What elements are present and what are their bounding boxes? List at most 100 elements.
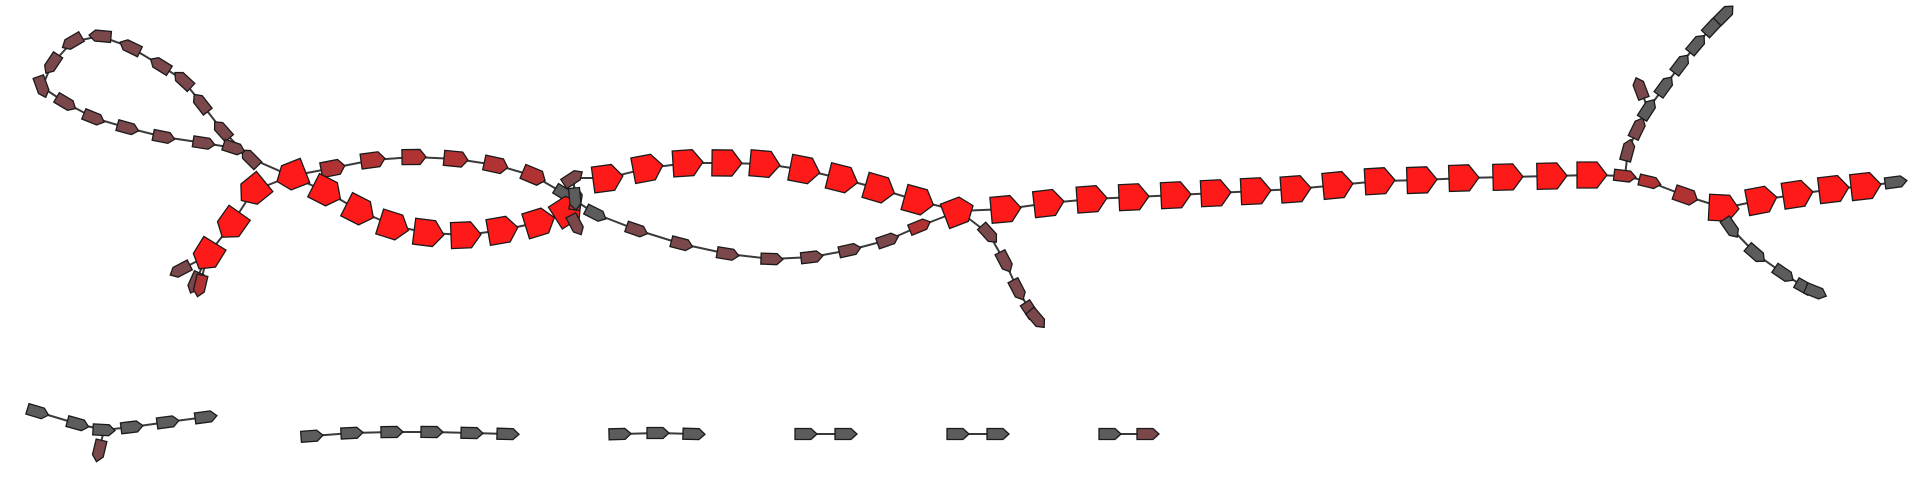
fragment-2c-contig-node[interactable] — [1136, 427, 1160, 441]
main-graph-contig-node[interactable] — [1007, 276, 1028, 303]
main-graph-contig-node[interactable] — [989, 194, 1022, 224]
main-graph-contig-node[interactable] — [1619, 138, 1636, 163]
main-graph-contig-node[interactable] — [837, 242, 862, 259]
fragment-3-contig-node[interactable] — [646, 426, 670, 440]
main-graph-contig-node[interactable] — [715, 246, 740, 261]
main-graph-contig-node[interactable] — [748, 149, 781, 179]
fragment-2a-contig-node[interactable] — [794, 427, 818, 441]
main-graph-contig-node[interactable] — [1816, 174, 1851, 205]
main-graph-contig-node[interactable] — [52, 91, 79, 114]
main-graph-contig-node[interactable] — [1363, 167, 1396, 196]
main-graph-contig-node[interactable] — [623, 220, 649, 239]
main-graph-contig-node[interactable] — [1707, 193, 1740, 222]
main-graph-contig-node[interactable] — [339, 191, 380, 230]
main-graph-contig-node[interactable] — [1447, 164, 1480, 193]
main-graph-contig-node[interactable] — [442, 149, 469, 168]
fragment-y-contig-node[interactable] — [119, 420, 144, 435]
main-graph-contig-node[interactable] — [1576, 161, 1608, 189]
main-graph-contig-node[interactable] — [1627, 116, 1648, 142]
fragment-long-contig-node[interactable] — [420, 425, 444, 439]
main-graph-contig-node[interactable] — [1024, 306, 1049, 331]
fragment-y-contig-node[interactable] — [25, 402, 50, 421]
main-graph-contig-node[interactable] — [1075, 185, 1108, 214]
main-graph-contig-node[interactable] — [1719, 214, 1742, 240]
fragment-2c-contig-node[interactable] — [1098, 427, 1122, 441]
main-graph-contig-node[interactable] — [1712, 2, 1736, 27]
fragment-long-contig-node[interactable] — [460, 426, 484, 440]
main-graph-contig-node[interactable] — [669, 235, 694, 252]
main-graph-contig-node[interactable] — [221, 138, 246, 156]
main-graph-contig-node[interactable] — [211, 118, 235, 143]
main-graph-contig-node[interactable] — [32, 73, 51, 99]
fragment-y-contig-node[interactable] — [92, 423, 116, 437]
main-graph-contig-node[interactable] — [1883, 175, 1908, 190]
main-graph-contig-node[interactable] — [1744, 184, 1779, 217]
main-graph-contig-node[interactable] — [559, 167, 585, 190]
main-graph-contig-node[interactable] — [1848, 171, 1883, 202]
main-graph-contig-node[interactable] — [233, 170, 274, 210]
main-graph-contig-node[interactable] — [582, 203, 609, 224]
main-graph-contig-node[interactable] — [787, 153, 822, 185]
fragment-y-contig-node[interactable] — [65, 415, 90, 432]
fragment-y-contig-node[interactable] — [193, 410, 218, 425]
main-graph-contig-node[interactable] — [1684, 32, 1709, 57]
main-graph-contig-node[interactable] — [1671, 184, 1700, 207]
main-graph-contig-node[interactable] — [1321, 170, 1354, 201]
main-graph-contig-node[interactable] — [272, 157, 311, 193]
main-graph-contig-node[interactable] — [861, 171, 898, 205]
main-graph-contig-node[interactable] — [1117, 183, 1150, 212]
main-graph-contig-node[interactable] — [906, 217, 933, 237]
main-graph-contig-node[interactable] — [411, 217, 446, 248]
main-graph-contig-node[interactable] — [824, 161, 860, 196]
fragment-long-contig-node[interactable] — [380, 425, 404, 439]
main-graph-contig-node[interactable] — [115, 119, 140, 136]
main-graph-contig-node[interactable] — [1199, 179, 1232, 208]
main-graph-contig-node[interactable] — [1780, 179, 1815, 210]
main-graph-contig-node[interactable] — [168, 259, 194, 280]
main-graph-contig-node[interactable] — [148, 55, 174, 77]
main-graph-contig-node[interactable] — [60, 30, 86, 53]
main-graph-contig-node[interactable] — [994, 248, 1015, 275]
fragment-2b-contig-node[interactable] — [946, 427, 970, 441]
main-graph-contig-node[interactable] — [1492, 163, 1524, 192]
main-graph-contig-node[interactable] — [449, 221, 482, 250]
main-graph-contig-node[interactable] — [567, 186, 582, 211]
main-graph-contig-node[interactable] — [1239, 177, 1272, 206]
main-graph-contig-node[interactable] — [188, 235, 227, 275]
main-graph-contig-node[interactable] — [976, 221, 1001, 246]
fragment-y-contig-node[interactable] — [155, 415, 180, 430]
fragment-y-contig-node[interactable] — [91, 438, 108, 463]
main-graph-contig-node[interactable] — [874, 231, 900, 250]
fragment-2b-contig-node[interactable] — [986, 427, 1010, 441]
fragment-long-contig-node[interactable] — [340, 426, 364, 440]
main-graph-contig-node[interactable] — [1031, 188, 1066, 219]
fragment-long-contig-node[interactable] — [496, 427, 520, 441]
main-graph-contig-node[interactable] — [1636, 97, 1658, 123]
main-graph-contig-node[interactable] — [521, 205, 558, 240]
main-graph-contig-node[interactable] — [192, 273, 209, 298]
fragment-long-contig-node[interactable] — [299, 429, 324, 444]
main-graph-contig-node[interactable] — [1802, 281, 1829, 301]
main-graph-contig-node[interactable] — [799, 250, 824, 265]
main-graph-contig-node[interactable] — [481, 154, 510, 175]
main-graph-contig-node[interactable] — [374, 208, 412, 243]
main-graph-contig-node[interactable] — [900, 183, 937, 217]
main-graph-contig-node[interactable] — [630, 152, 665, 185]
main-graph-contig-node[interactable] — [1405, 166, 1438, 195]
main-graph-contig-node[interactable] — [1612, 168, 1637, 183]
main-graph-contig-node[interactable] — [171, 68, 196, 93]
main-graph-contig-node[interactable] — [359, 151, 386, 170]
main-graph-contig-node[interactable] — [401, 148, 427, 166]
main-graph-contig-node[interactable] — [319, 158, 346, 179]
main-graph-contig-node[interactable] — [1637, 173, 1662, 190]
main-graph-contig-node[interactable] — [190, 91, 214, 116]
main-graph-contig-node[interactable] — [1770, 262, 1796, 284]
main-graph-contig-node[interactable] — [306, 172, 347, 211]
fragment-3-contig-node[interactable] — [608, 427, 632, 441]
main-graph-contig-node[interactable] — [1669, 52, 1692, 77]
main-graph-contig-node[interactable] — [238, 146, 263, 171]
main-graph-contig-node[interactable] — [212, 204, 252, 245]
main-graph-contig-node[interactable] — [1653, 74, 1676, 100]
main-graph-contig-node[interactable] — [1159, 181, 1192, 210]
main-graph-contig-node[interactable] — [88, 29, 113, 44]
